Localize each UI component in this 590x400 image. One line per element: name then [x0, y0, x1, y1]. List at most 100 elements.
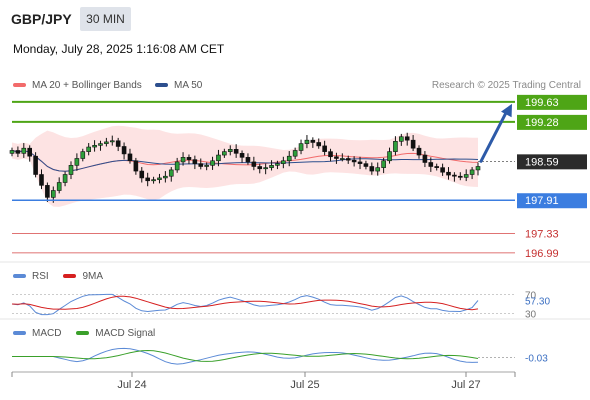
macd-label: MACD	[32, 328, 62, 339]
candle-body	[334, 156, 339, 159]
candle-body	[27, 147, 32, 157]
candle	[121, 142, 127, 160]
candle	[322, 140, 327, 156]
candle	[104, 137, 109, 147]
candle-body	[263, 167, 268, 170]
candle-body	[469, 169, 475, 175]
candle	[387, 147, 392, 164]
candle-body	[275, 163, 280, 166]
candle-body	[157, 177, 162, 180]
x-tick-label: Jul 25	[290, 379, 319, 391]
candle	[39, 169, 44, 190]
candle-body	[369, 166, 375, 172]
candle	[375, 162, 381, 176]
candle	[56, 177, 62, 194]
candle	[151, 176, 156, 184]
candle-body	[357, 161, 363, 164]
candle-body	[245, 157, 251, 163]
candle-body	[298, 143, 304, 151]
candle-body	[139, 170, 145, 179]
ma50-line	[11, 150, 479, 172]
level-tag	[517, 94, 587, 110]
candle	[463, 169, 469, 182]
candle-body	[180, 157, 186, 163]
candle	[133, 157, 139, 175]
rsi-ma-line	[11, 295, 479, 311]
candle	[245, 153, 251, 165]
candle	[145, 172, 150, 187]
candle-body	[56, 182, 62, 191]
candle	[281, 156, 286, 169]
candle-body	[168, 169, 174, 177]
candle-body	[174, 161, 180, 171]
candle	[80, 148, 86, 162]
candle-body	[404, 136, 410, 141]
candle	[109, 135, 115, 146]
candle	[363, 160, 369, 170]
candle	[316, 138, 322, 149]
candle	[351, 156, 357, 167]
symbol-title[interactable]: GBP/JPY	[11, 11, 72, 27]
projection-arrow	[479, 109, 509, 163]
candle-body	[222, 151, 227, 156]
candle-body	[9, 150, 15, 154]
rsi-tick-label: 57.30	[525, 296, 550, 307]
candle	[263, 163, 268, 175]
candle-body	[198, 163, 204, 167]
candle	[286, 151, 292, 167]
candle	[174, 157, 180, 173]
candle	[227, 145, 233, 156]
candle	[251, 156, 257, 171]
candle-body	[286, 155, 292, 162]
candle	[86, 143, 91, 156]
candle	[9, 147, 15, 157]
candle	[204, 162, 209, 171]
candle-body	[310, 139, 316, 143]
candle-body	[251, 161, 257, 167]
candle-body	[322, 145, 327, 152]
rsi-tick-label: 30	[525, 310, 537, 321]
candle	[186, 154, 192, 165]
candle	[257, 163, 263, 174]
candle-body	[92, 145, 97, 148]
candle-body	[416, 147, 422, 156]
candle	[298, 139, 304, 155]
candle	[45, 182, 50, 202]
x-tick-label: Jul 27	[451, 379, 480, 391]
candle	[33, 152, 38, 178]
candle-body	[115, 140, 121, 147]
candle-body	[239, 153, 245, 158]
projection-arrow-head	[501, 103, 512, 118]
last-price-tag	[517, 154, 587, 170]
candle	[233, 144, 239, 158]
candle	[310, 137, 316, 148]
candle-body	[80, 151, 86, 159]
candle-body	[281, 160, 286, 164]
candle-body	[62, 174, 68, 183]
candle-body	[393, 141, 398, 152]
macd-swatch	[13, 331, 26, 336]
interval-button[interactable]: 30 MIN	[80, 7, 131, 31]
credit-text: Research © 2025 Trading Central	[431, 80, 581, 91]
candle	[340, 153, 345, 162]
candle	[345, 155, 351, 164]
candle	[198, 158, 204, 170]
rsi-tick-label: 70	[525, 290, 537, 301]
rsi-legend: RSI 9MA	[13, 271, 103, 282]
candle	[381, 157, 386, 174]
candle-body	[422, 154, 428, 163]
candle-body	[375, 167, 381, 172]
candle	[180, 152, 186, 166]
candle-body	[475, 166, 481, 171]
candle	[452, 172, 457, 182]
candle-body	[458, 175, 463, 178]
candle-body	[304, 139, 310, 144]
ma50-swatch	[155, 83, 168, 88]
level-label: 197.91	[525, 195, 559, 207]
candle	[475, 162, 481, 176]
candle-body	[316, 142, 322, 147]
candle	[469, 167, 475, 180]
macd-signal-label: MACD Signal	[95, 328, 156, 339]
candle	[399, 133, 404, 146]
